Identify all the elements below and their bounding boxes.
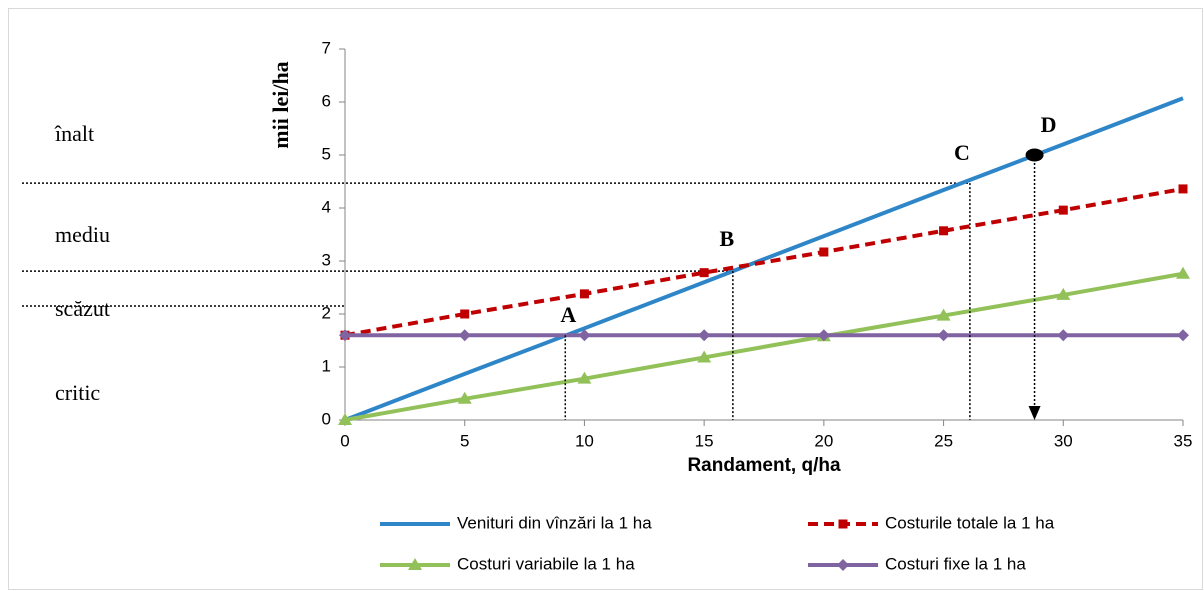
x-tick-label: 25 <box>934 431 953 450</box>
marker <box>460 309 470 319</box>
point-label: B <box>720 226 735 251</box>
legend-label: Venituri din vînzări la 1 ha <box>457 513 652 532</box>
y-tick-label: 4 <box>322 197 331 216</box>
marker <box>339 329 351 342</box>
marker <box>699 268 709 278</box>
marker <box>1178 184 1188 194</box>
marker <box>936 308 951 321</box>
marker <box>819 247 829 257</box>
y-tick-label: 6 <box>322 91 331 110</box>
x-axis-label: Randament, q/ha <box>687 455 841 476</box>
series-line <box>344 186 1184 338</box>
marker <box>579 289 589 299</box>
marker <box>1056 287 1071 300</box>
legend-marker <box>838 519 848 529</box>
arrow-head <box>1028 406 1041 420</box>
level-label: scăzut <box>55 296 110 321</box>
point-label: C <box>954 140 970 165</box>
chart-border <box>8 8 1203 590</box>
y-tick-label: 5 <box>322 144 331 163</box>
marker <box>338 413 352 425</box>
point-label: D <box>1041 112 1057 137</box>
marker <box>1176 266 1190 279</box>
marker <box>458 329 471 342</box>
marker <box>697 350 712 363</box>
marker <box>939 226 949 236</box>
series-line <box>344 271 1184 422</box>
level-label: înalt <box>54 121 94 146</box>
x-tick-label: 35 <box>1174 431 1193 450</box>
series-line <box>344 96 1184 422</box>
marker <box>1058 205 1068 215</box>
marker <box>577 371 592 384</box>
y-axis-label: mii lei/ha <box>268 61 293 148</box>
point-label: A <box>560 302 576 327</box>
x-tick-label: 15 <box>695 431 714 450</box>
point-dot <box>1025 148 1044 162</box>
level-label: critic <box>55 380 100 405</box>
level-label: mediu <box>55 222 110 247</box>
legend-marker <box>837 559 849 571</box>
legend-label: Costuri fixe la 1 ha <box>885 554 1026 573</box>
x-tick-label: 5 <box>460 431 469 450</box>
x-tick-label: 20 <box>814 431 833 450</box>
marker <box>1177 329 1189 342</box>
legend-label: Costurile totale la 1 ha <box>885 513 1055 532</box>
marker <box>817 329 830 342</box>
marker <box>457 391 472 404</box>
legend-label: Costuri variabile la 1 ha <box>457 554 635 573</box>
marker <box>937 329 950 342</box>
marker <box>578 329 591 342</box>
legend-marker <box>408 558 422 570</box>
y-tick-label: 3 <box>322 250 331 269</box>
x-tick-label: 0 <box>340 431 349 450</box>
marker <box>1057 329 1070 342</box>
x-tick-label: 10 <box>575 431 594 450</box>
marker <box>698 329 711 342</box>
x-tick-label: 30 <box>1054 431 1073 450</box>
y-tick-label: 1 <box>322 356 331 375</box>
y-tick-label: 7 <box>322 38 331 57</box>
y-tick-label: 2 <box>322 303 331 322</box>
y-tick-label: 0 <box>322 409 331 428</box>
